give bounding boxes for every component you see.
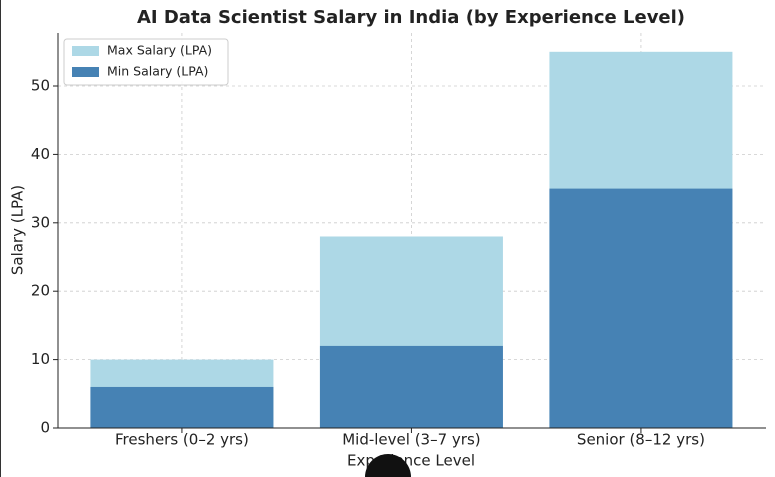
x-tick-label: Senior (8–12 yrs): [577, 431, 705, 449]
y-tick-label: 0: [40, 419, 50, 437]
x-tick-label: Mid-level (3–7 yrs): [342, 431, 480, 449]
y-tick-label: 20: [31, 282, 50, 300]
legend-box: [63, 38, 229, 86]
legend-label: Min Salary (LPA): [107, 64, 208, 79]
x-tick-label: Freshers (0–2 yrs): [115, 431, 249, 449]
y-tick-label: 30: [31, 213, 50, 231]
bar: [90, 386, 274, 428]
cursor-overlay: [365, 454, 411, 477]
legend-swatch: [72, 67, 99, 77]
y-tick-label: 40: [31, 145, 50, 163]
y-tick-label: 10: [31, 350, 50, 368]
chart-title: AI Data Scientist Salary in India (by Ex…: [137, 7, 685, 28]
x-axis-label: Experience Level: [347, 452, 475, 470]
plot-area: 0 10 20 30 40 50 Freshers (0–2 yrs) Mid-level (…: [31, 33, 766, 449]
legend-label: Max Salary (LPA): [107, 43, 212, 58]
legend: Max Salary (LPA) Min Salary (LPA): [63, 38, 229, 86]
y-tick-label: 50: [31, 77, 50, 95]
bar: [319, 345, 503, 428]
bar: [549, 188, 733, 428]
y-axis-label: Salary (LPA): [9, 185, 27, 275]
legend-swatch: [72, 46, 99, 56]
